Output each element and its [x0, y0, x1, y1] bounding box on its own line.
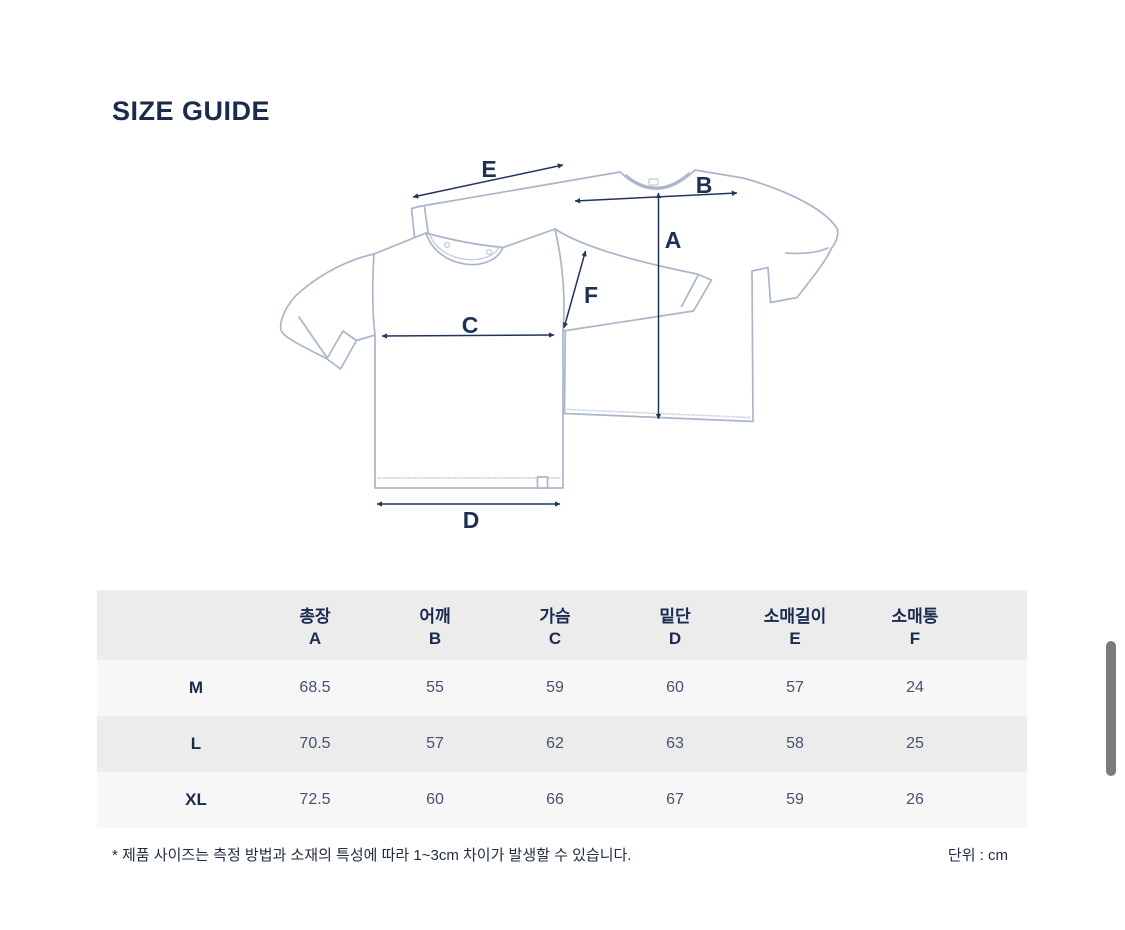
label-E: E	[481, 156, 496, 182]
size-diagram: E B A C D F	[279, 156, 839, 533]
label-B: B	[696, 172, 713, 198]
arrow-E	[412, 163, 564, 199]
table-row-l: L 70.5 57 62 63 58 25	[97, 716, 1027, 772]
table-row-m: M 68.5 55 59 60 57 24	[97, 660, 1027, 716]
unit-label: 단위 : cm	[947, 847, 1008, 864]
page-title: SIZE GUIDE	[112, 96, 271, 126]
size-table-header: 총장 A 어깨 B 가슴 C 밑단 D 소매길이 E 소매통 F	[97, 590, 1027, 660]
shirt-front-view	[279, 228, 713, 489]
label-F: F	[584, 282, 598, 308]
size-disclaimer: * 제품 사이즈는 측정 방법과 소재의 특성에 따라 1~3cm 차이가 발생…	[112, 847, 632, 864]
table-row-xl: XL 72.5 60 66 67 59 26	[97, 772, 1027, 828]
arrow-C	[381, 332, 555, 339]
header-shoulder: 어깨 B	[419, 606, 451, 648]
label-C: C	[462, 312, 479, 338]
scrollbar-thumb[interactable]	[1106, 641, 1116, 776]
header-total-length: 총장 A	[299, 606, 331, 648]
header-hem: 밑단 D	[659, 606, 691, 648]
header-chest: 가슴 C	[539, 606, 571, 648]
size-table: 총장 A 어깨 B 가슴 C 밑단 D 소매길이 E 소매통 F M 68.5 …	[97, 590, 1027, 828]
header-sleeve-length: 소매길이 E	[763, 606, 827, 648]
label-A: A	[665, 227, 682, 253]
arrow-F	[562, 250, 587, 329]
header-sleeve-width: 소매통 F	[891, 606, 939, 648]
measurement-arrows	[376, 163, 738, 507]
label-D: D	[463, 507, 480, 533]
hem-tag	[536, 476, 549, 489]
